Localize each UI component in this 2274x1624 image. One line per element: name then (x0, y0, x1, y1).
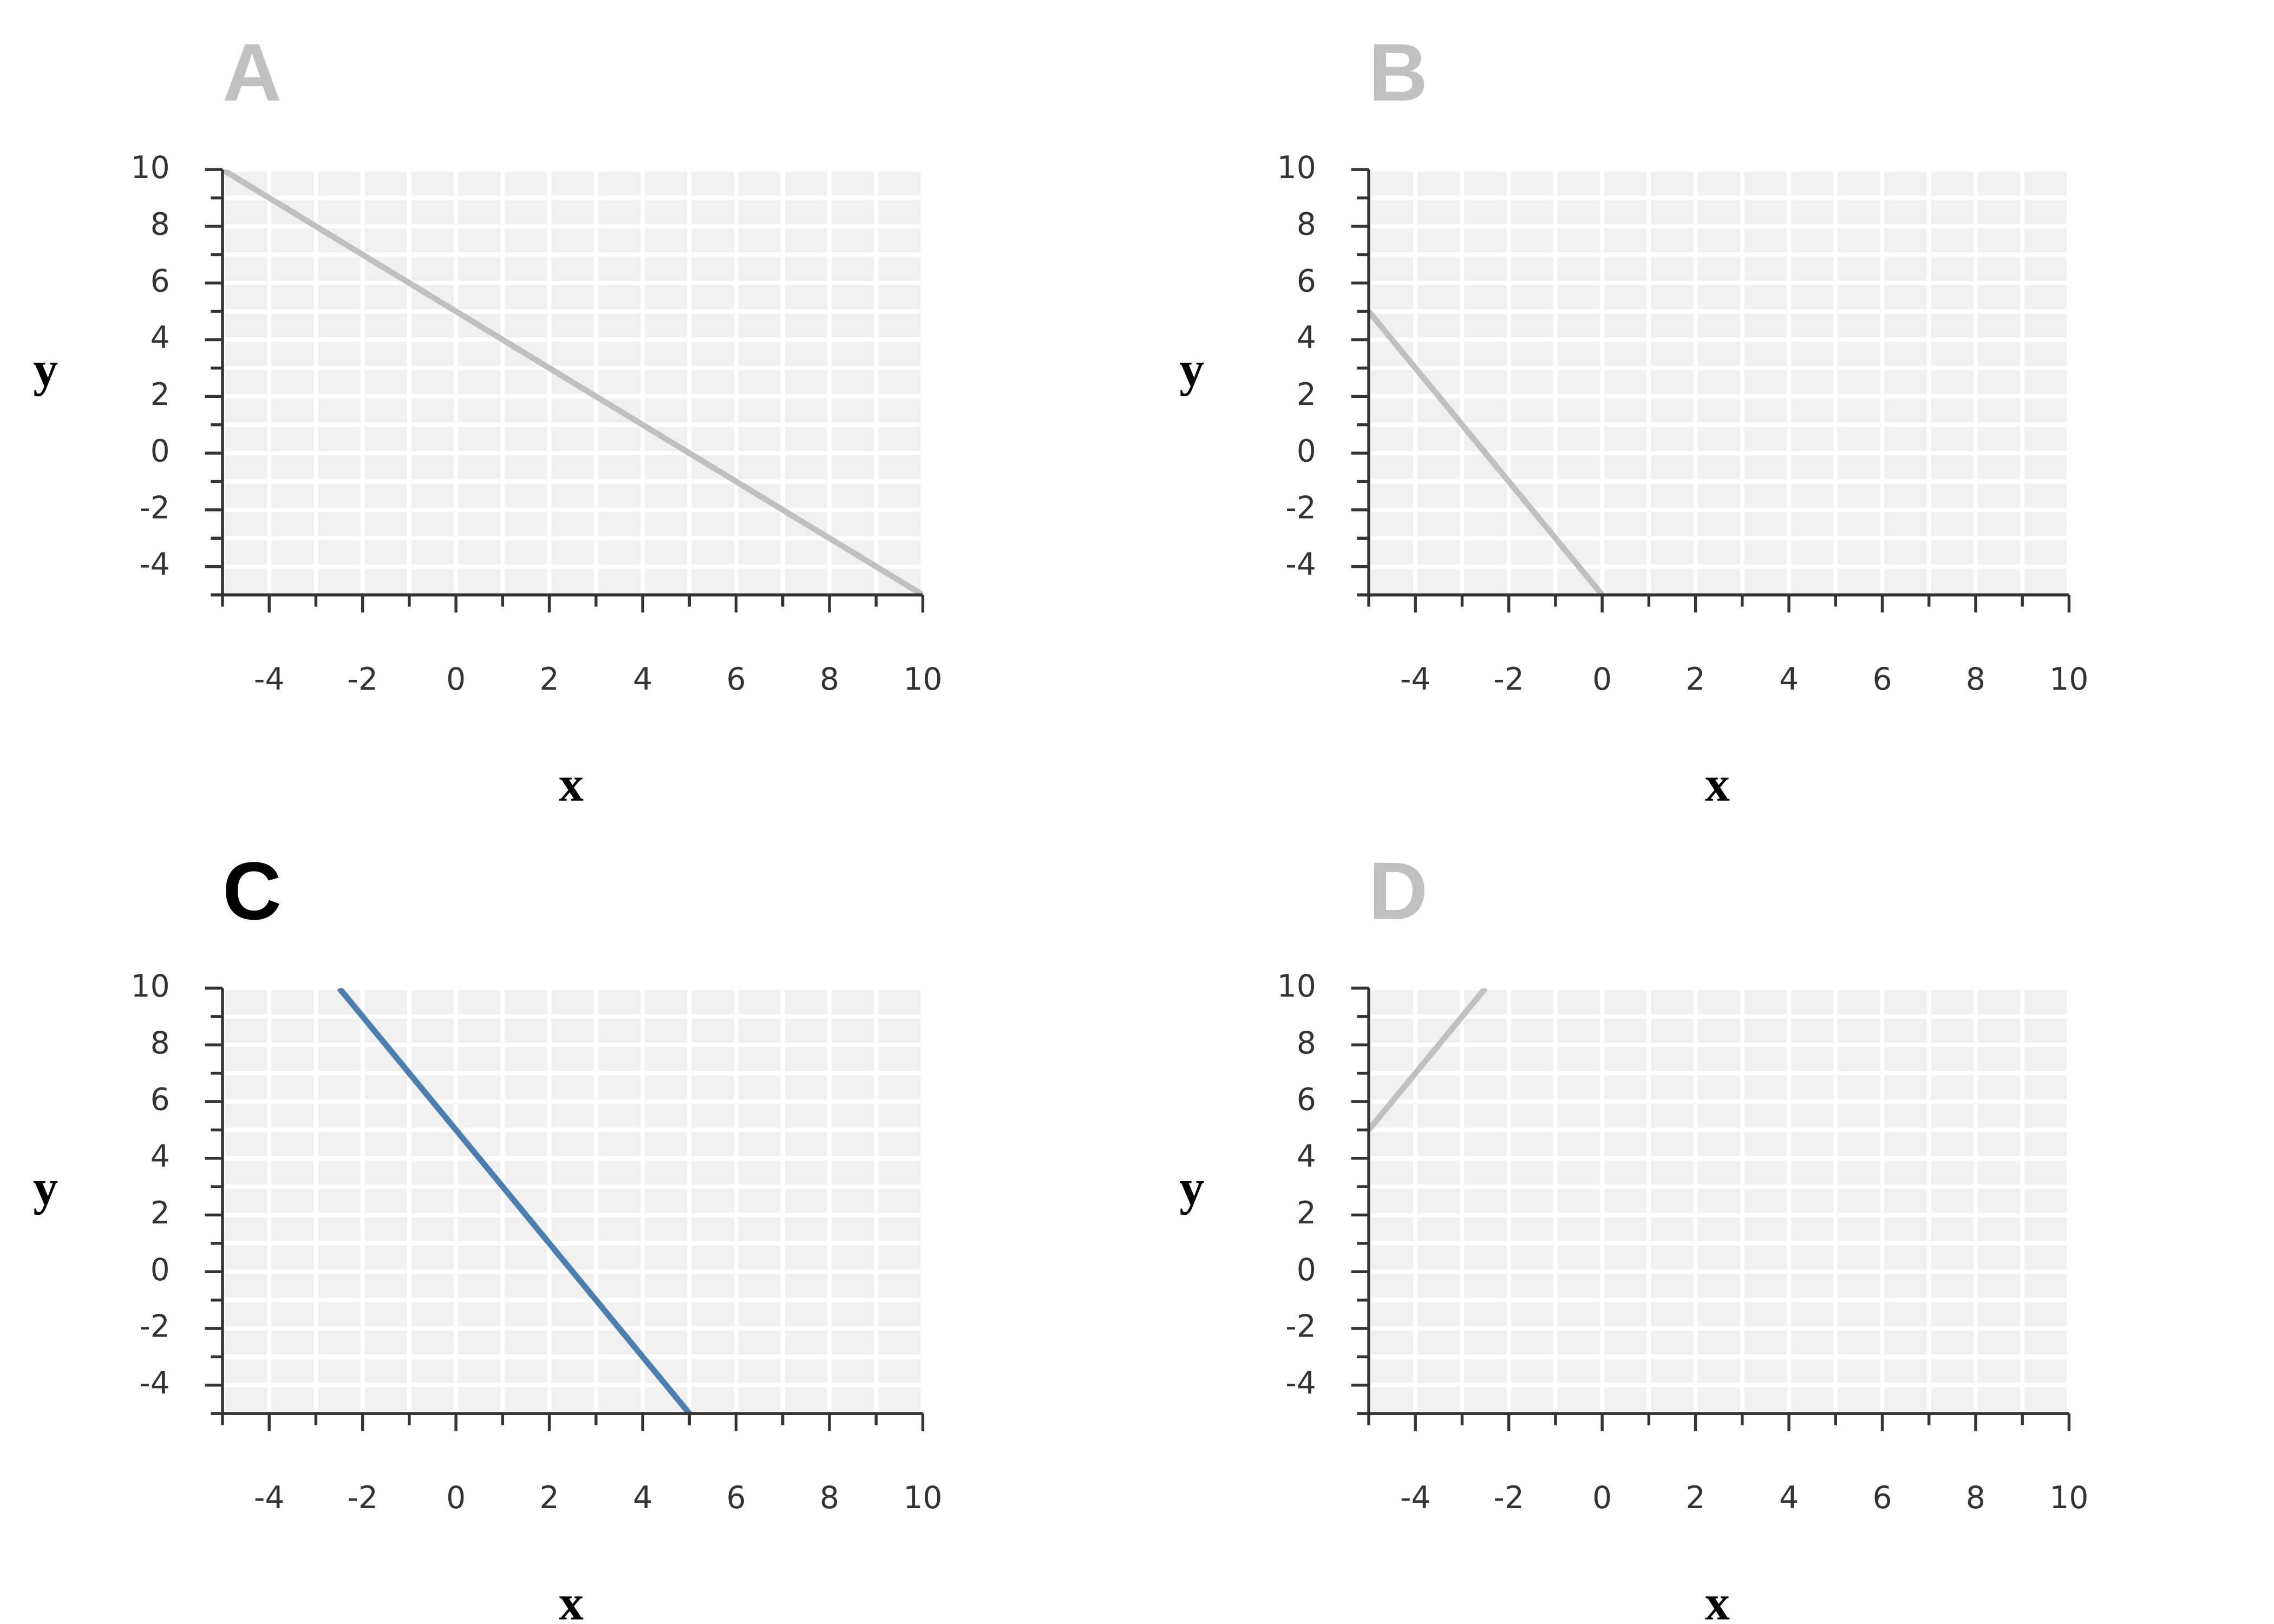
panel: -4 -2 0 2 4 6 8 10 -4 -2 0 2 4 6 8 10 Bx y (1179, 27, 2088, 811)
x-tick-label: 8 (820, 662, 839, 697)
y-tick-label: 6 (1297, 1082, 1316, 1118)
plot-background (1368, 988, 2069, 1414)
x-tick-label: 8 (1966, 662, 1985, 697)
x-tick-label: -2 (1493, 1480, 1524, 1516)
panel: -4 -2 0 2 4 6 8 10 -4 -2 0 2 4 6 8 10 Cx y (33, 846, 942, 1624)
y-tick-label: 4 (1297, 1138, 1316, 1174)
y-axis-label: y (1179, 341, 1204, 396)
x-tick-label: 10 (2049, 1480, 2088, 1516)
y-tick-label: -4 (139, 547, 170, 582)
y-tick-label: -2 (139, 490, 170, 526)
y-axis-label: y (1179, 1160, 1204, 1215)
panel-title: C (223, 846, 282, 937)
y-tick-label: 0 (1297, 1252, 1316, 1288)
x-tick-label: 0 (1592, 1480, 1612, 1516)
y-tick-label: -2 (1285, 490, 1316, 526)
data-line (1368, 309, 1605, 595)
x-tick-label: -4 (1400, 662, 1431, 697)
x-tick-label: 6 (1872, 662, 1892, 697)
y-tick-label: 8 (1297, 1025, 1316, 1061)
y-tick-label: 10 (131, 968, 170, 1004)
x-tick-label: 8 (820, 1480, 839, 1516)
y-axis-label: y (33, 1160, 58, 1215)
panel-title: B (1369, 27, 1428, 119)
y-tick-label: 10 (1277, 150, 1316, 186)
data-line (222, 169, 923, 595)
x-tick-label: -4 (1400, 1480, 1431, 1516)
x-tick-label: -4 (254, 662, 285, 697)
y-tick-label: 10 (1277, 968, 1316, 1004)
y-tick-label: -2 (139, 1309, 170, 1345)
x-tick-label: -2 (347, 662, 378, 697)
panel-title: D (1369, 846, 1428, 937)
data-line (337, 988, 692, 1414)
y-tick-label: 6 (1297, 263, 1316, 299)
x-tick-label: 0 (1592, 662, 1612, 697)
x-tick-label: 2 (1686, 1480, 1706, 1516)
plot-background (222, 988, 923, 1414)
y-tick-label: 8 (151, 207, 170, 243)
y-tick-label: 4 (151, 1138, 170, 1174)
panel: -4 -2 0 2 4 6 8 10 -4 -2 0 2 4 6 8 10 Ax y (33, 27, 942, 811)
x-tick-label: 4 (1779, 1480, 1799, 1516)
x-tick-label: -2 (1493, 662, 1524, 697)
panel: -4 -2 0 2 4 6 8 10 -4 -2 0 2 4 6 8 10 Dx y (1179, 846, 2088, 1624)
y-tick-label: 2 (151, 377, 170, 412)
y-tick-label: -4 (1285, 547, 1316, 582)
x-tick-label: 10 (903, 662, 942, 697)
x-tick-label: 4 (633, 1480, 652, 1516)
y-tick-label: 8 (151, 1025, 170, 1061)
y-tick-label: 4 (151, 320, 170, 356)
data-line (1368, 988, 1488, 1132)
x-axis-label: x (559, 756, 584, 811)
plot-background (1368, 169, 2069, 595)
y-tick-label: -4 (1285, 1365, 1316, 1401)
x-tick-label: 2 (1686, 662, 1706, 697)
x-tick-label: 0 (446, 662, 466, 697)
x-tick-label: 6 (726, 662, 746, 697)
y-tick-label: 0 (151, 434, 170, 469)
x-tick-label: 10 (903, 1480, 942, 1516)
x-axis-label: x (559, 1575, 584, 1624)
x-tick-label: 2 (540, 1480, 559, 1516)
x-tick-label: 4 (1779, 662, 1799, 697)
x-tick-label: 8 (1966, 1480, 1985, 1516)
y-tick-label: 10 (131, 150, 170, 186)
y-tick-label: 2 (1297, 1195, 1316, 1231)
y-tick-label: 4 (1297, 320, 1316, 356)
x-axis-label: x (1705, 1575, 1730, 1624)
panel-title: A (223, 27, 282, 119)
x-tick-label: 6 (726, 1480, 746, 1516)
y-tick-label: 6 (151, 1082, 170, 1118)
y-tick-label: 0 (151, 1252, 170, 1288)
y-axis-label: y (33, 341, 58, 396)
x-tick-label: -4 (254, 1480, 285, 1516)
x-tick-label: 4 (633, 662, 652, 697)
y-tick-label: 0 (1297, 434, 1316, 469)
y-tick-label: -2 (1285, 1309, 1316, 1345)
x-tick-label: -2 (347, 1480, 378, 1516)
y-tick-label: 8 (1297, 207, 1316, 243)
y-tick-label: 2 (1297, 377, 1316, 412)
x-tick-label: 6 (1872, 1480, 1892, 1516)
x-tick-label: 10 (2049, 662, 2088, 697)
y-tick-label: -4 (139, 1365, 170, 1401)
x-axis-label: x (1705, 756, 1730, 811)
x-tick-label: 2 (540, 662, 559, 697)
y-tick-label: 2 (151, 1195, 170, 1231)
y-tick-label: 6 (151, 263, 170, 299)
x-tick-label: 0 (446, 1480, 466, 1516)
